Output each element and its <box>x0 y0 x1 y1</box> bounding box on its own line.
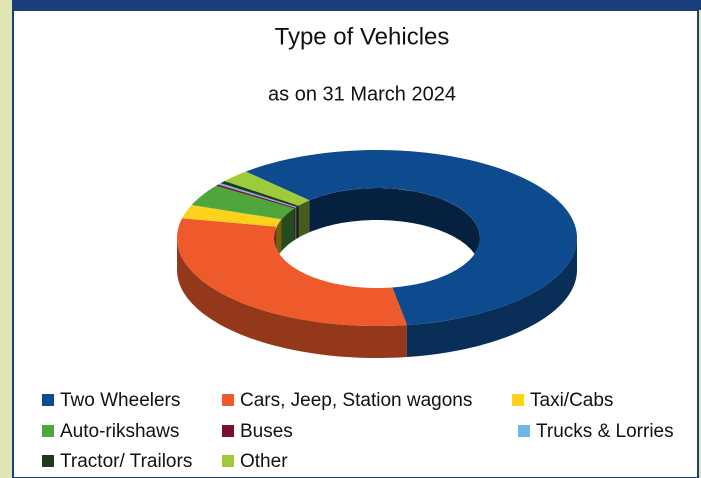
legend-swatch <box>42 425 54 437</box>
slice-side <box>406 238 577 358</box>
chart-subtitle: as on 31 March 2024 <box>268 83 456 105</box>
legend-swatch <box>222 394 234 406</box>
slice <box>216 184 296 209</box>
slice-inner-wall <box>281 208 295 252</box>
slice <box>220 181 299 207</box>
slice <box>191 185 295 220</box>
slice <box>245 150 577 326</box>
top-band <box>12 0 701 10</box>
donut-sides <box>177 238 577 358</box>
slice-inner-wall <box>296 205 299 239</box>
legend-swatch <box>512 394 524 406</box>
legend: Two Wheelers Cars, Jeep, Station wagons Ta… <box>42 390 674 472</box>
legend-label: Cars, Jeep, Station wagons <box>240 390 472 411</box>
slice-inner-wall <box>298 200 310 238</box>
legend-label: Auto-rikshaws <box>60 421 179 442</box>
slice <box>182 205 282 227</box>
slice <box>218 183 297 208</box>
slice-inner-wall <box>309 188 480 270</box>
slice <box>224 171 310 206</box>
legend-label: Taxi/Cabs <box>530 390 613 411</box>
legend-label: Other <box>240 451 288 472</box>
slice-side <box>177 238 407 358</box>
donut-inner-wall <box>274 188 480 270</box>
slice <box>177 218 407 326</box>
legend-swatch <box>222 455 234 467</box>
legend-swatch <box>518 425 530 437</box>
panel <box>12 9 699 478</box>
slice-inner-wall <box>294 207 296 241</box>
legend-label: Tractor/ Trailors <box>60 451 192 472</box>
donut-tops <box>177 150 577 326</box>
legend-swatch <box>42 455 54 467</box>
chart-title: Type of Vehicles <box>275 23 450 50</box>
legend-label: Two Wheelers <box>60 390 180 411</box>
legend-label: Trucks & Lorries <box>536 421 674 442</box>
slice-inner-wall <box>276 219 282 259</box>
legend-label: Buses <box>240 421 293 442</box>
slice-inner-wall <box>295 206 297 240</box>
legend-swatch <box>222 425 234 437</box>
legend-swatch <box>42 394 54 406</box>
